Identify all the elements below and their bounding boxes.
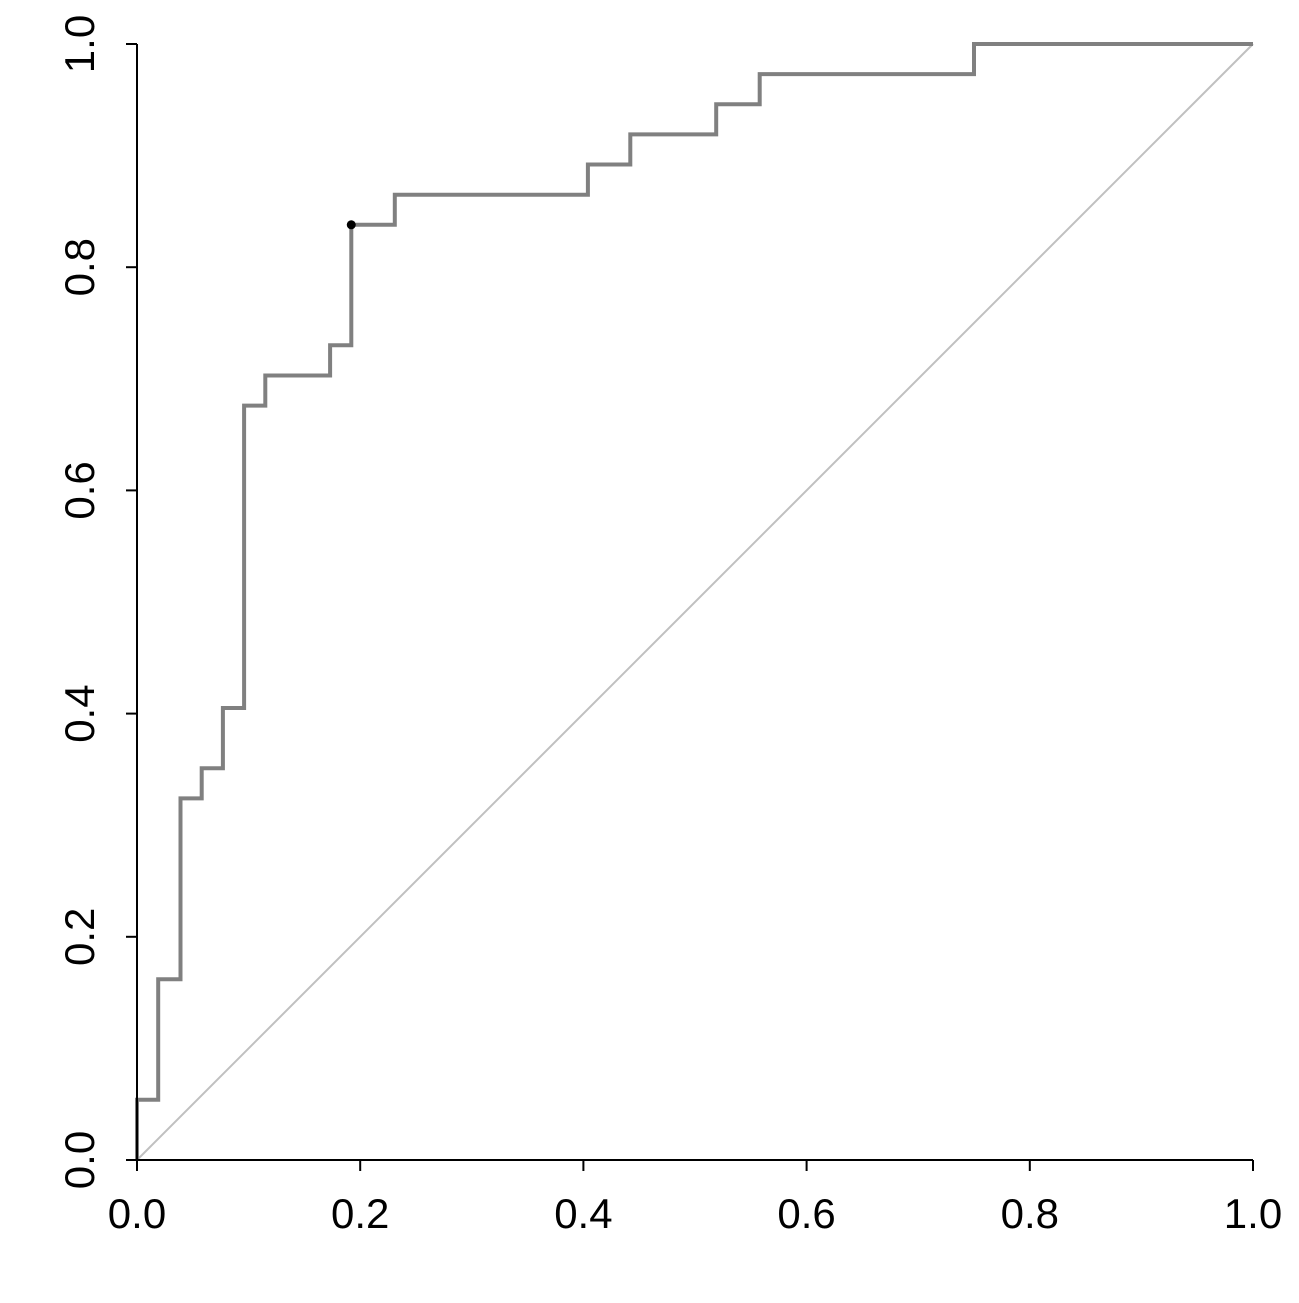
x-tick-label: 1.0	[1224, 1190, 1282, 1237]
axes-layer: 0.0 0.2 0.4 0.6 0.8 1.0 0.0 0.2 0.4 0.6 0.8 1.0	[56, 15, 1282, 1237]
marker-layer	[346, 220, 356, 230]
cutoff-point-marker	[346, 220, 356, 230]
y-tick-label: 0.8	[56, 238, 103, 296]
y-tick-label: 1.0	[56, 15, 103, 73]
x-tick-label: 0.0	[108, 1190, 166, 1237]
y-tick-label: 0.4	[56, 684, 103, 742]
x-tick-label: 0.6	[777, 1190, 835, 1237]
y-tick-label: 0.6	[56, 461, 103, 519]
x-tick-label: 0.2	[331, 1190, 389, 1237]
curve-layer	[135, 42, 1253, 1160]
roc-curve-line	[135, 42, 1253, 1160]
x-tick-label: 0.8	[1001, 1190, 1059, 1237]
diagonal-reference-line	[136, 43, 1254, 1161]
y-tick-label: 0.2	[56, 908, 103, 966]
diagonal-layer	[136, 43, 1254, 1161]
x-tick-label: 0.4	[554, 1190, 612, 1237]
y-tick-label: 0.0	[56, 1131, 103, 1189]
